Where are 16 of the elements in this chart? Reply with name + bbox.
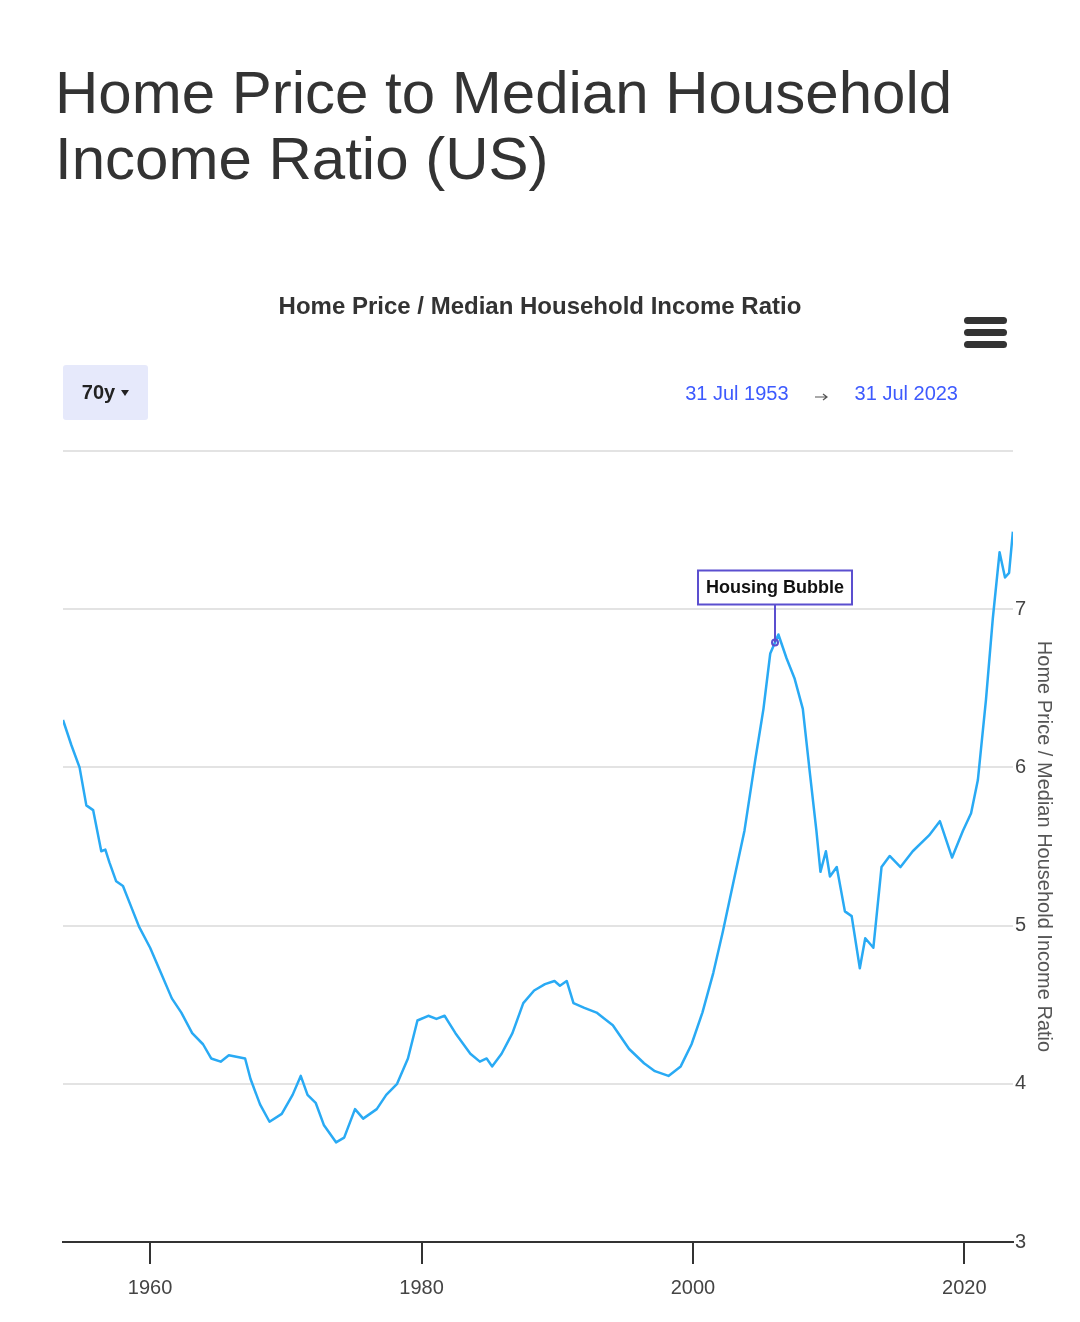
chart-title: Home Price to Median Household Income Ratio (US): [55, 59, 954, 192]
x-tick-label: 1980: [399, 1275, 444, 1298]
y-tick-label: 4: [1014, 1071, 1026, 1094]
text: 31 Jul 1953: [685, 382, 789, 405]
text: 70y: [81, 381, 116, 404]
x-tick-label: 2020: [942, 1275, 987, 1298]
text: 31 Jul 2023: [854, 382, 958, 405]
y-tick-label: 5: [1014, 913, 1026, 936]
chart-subtitle: Home Price / Median Household Income Ratio: [277, 292, 803, 320]
y-tick-label: 7: [1014, 596, 1026, 619]
y-tick-label: 3: [1014, 1229, 1026, 1252]
x-tick-label: 1960: [127, 1275, 173, 1298]
annotation: Housing Bubble: [706, 577, 844, 598]
y-tick-label: 6: [1014, 754, 1026, 777]
x-tick-label: 2000: [670, 1275, 716, 1298]
y-axis-title: Home Price / Median Household Income Ratio: [1034, 640, 1057, 1053]
